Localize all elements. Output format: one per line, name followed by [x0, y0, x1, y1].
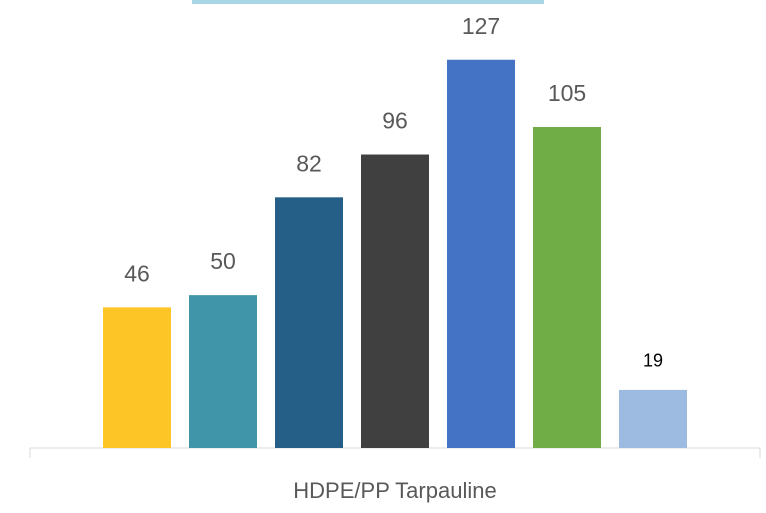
- data-label: 127: [462, 13, 500, 39]
- data-label: 105: [548, 80, 586, 106]
- data-label: 96: [382, 108, 408, 134]
- data-label: 19: [643, 351, 663, 371]
- bar: [533, 127, 601, 448]
- bar: [361, 154, 429, 448]
- data-label: 82: [296, 150, 322, 176]
- bar: [189, 295, 257, 448]
- bar: [103, 307, 171, 448]
- bar: [619, 389, 687, 448]
- bar: [447, 59, 515, 448]
- data-label: 46: [124, 260, 150, 286]
- bar: [275, 197, 343, 448]
- x-tick-label: HDPE/PP Tarpauline: [293, 478, 496, 503]
- legend-remnant: [192, 0, 544, 4]
- data-label: 50: [210, 248, 236, 274]
